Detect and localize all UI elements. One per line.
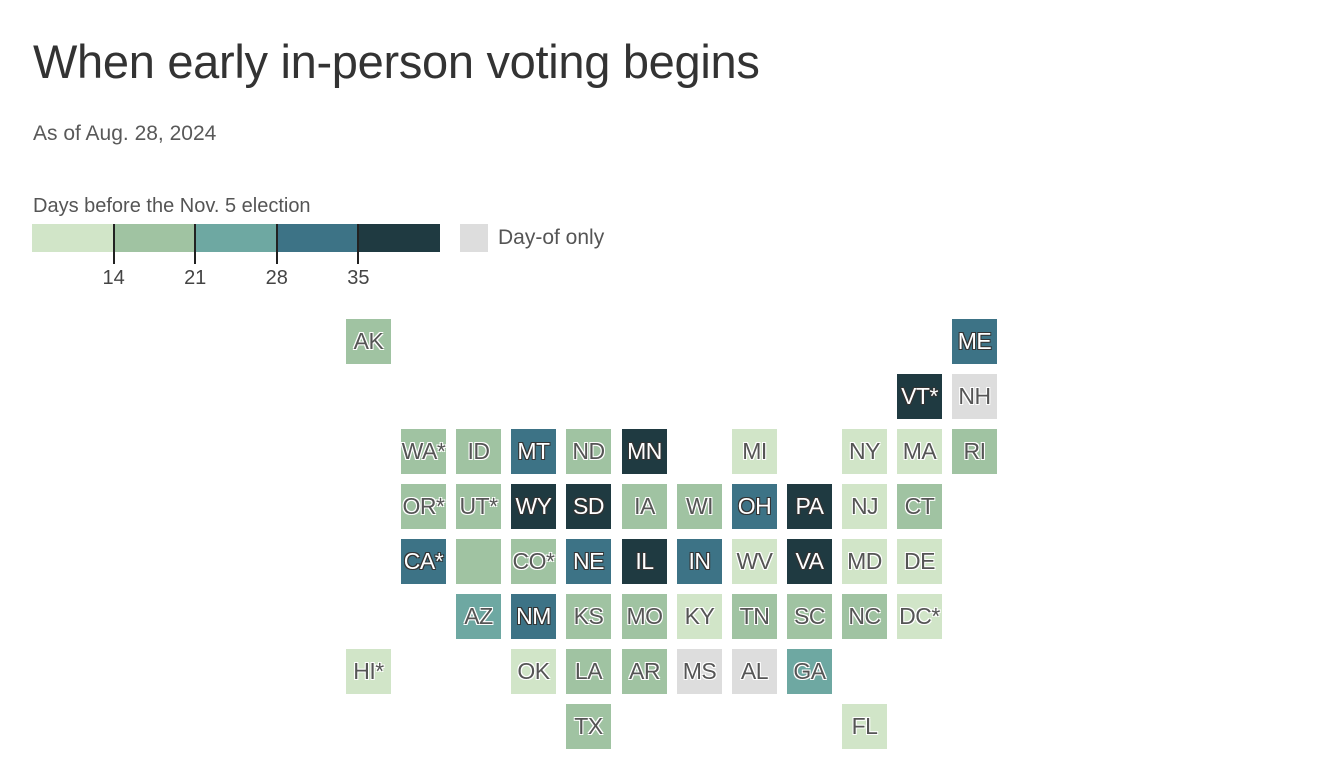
state-tile: UT* xyxy=(456,484,501,529)
scale-segment xyxy=(358,224,441,252)
state-tile: NH xyxy=(952,374,997,419)
state-tile: IA xyxy=(622,484,667,529)
state-tile: TX xyxy=(566,704,611,749)
state-tile: OR* xyxy=(401,484,446,529)
scale-tick-label: 21 xyxy=(184,267,207,289)
state-tile: NJ xyxy=(842,484,887,529)
scale-segment xyxy=(195,224,278,252)
state-tile: CT xyxy=(897,484,942,529)
state-tile: IL xyxy=(622,539,667,584)
state-tile: ME xyxy=(952,319,997,364)
chart-subtitle: As of Aug. 28, 2024 xyxy=(33,122,217,145)
state-tile: IN xyxy=(677,539,722,584)
day-of-label: Day-of only xyxy=(498,226,605,249)
scale-tick-line xyxy=(112,224,115,264)
state-tile: DE xyxy=(897,539,942,584)
state-tile xyxy=(456,539,501,584)
state-tile: ID xyxy=(456,429,501,474)
state-tile: OH xyxy=(732,484,777,529)
state-tile: OK xyxy=(511,649,556,694)
state-tile: MT xyxy=(511,429,556,474)
state-tile: NY xyxy=(842,429,887,474)
state-tile: DC* xyxy=(897,594,942,639)
scale-segment xyxy=(276,224,359,252)
state-tile: MA xyxy=(897,429,942,474)
state-tile: FL xyxy=(842,704,887,749)
scale-segment xyxy=(113,224,196,252)
scale-segment xyxy=(32,224,115,252)
state-tile: VT* xyxy=(897,374,942,419)
state-tile: CO* xyxy=(511,539,556,584)
state-tile: CA* xyxy=(401,539,446,584)
state-tile: VA xyxy=(787,539,832,584)
state-tile: KY xyxy=(677,594,722,639)
state-tile: SD xyxy=(566,484,611,529)
state-tile: LA xyxy=(566,649,611,694)
state-tile: MI xyxy=(732,429,777,474)
state-tile: HI* xyxy=(346,649,391,694)
scale-tick-line xyxy=(275,224,278,264)
state-tile: NE xyxy=(566,539,611,584)
state-tile: WA* xyxy=(401,429,446,474)
state-tile: WV xyxy=(732,539,777,584)
chart-title: When early in-person voting begins xyxy=(33,35,760,88)
state-tile: MD xyxy=(842,539,887,584)
state-tile: GA xyxy=(787,649,832,694)
state-tile: KS xyxy=(566,594,611,639)
color-scale xyxy=(32,224,441,252)
state-tile: AK xyxy=(346,319,391,364)
legend-title: Days before the Nov. 5 election xyxy=(33,195,311,217)
state-tile: MN xyxy=(622,429,667,474)
state-tile: RI xyxy=(952,429,997,474)
scale-tick-label: 35 xyxy=(347,267,370,289)
state-tile: WI xyxy=(677,484,722,529)
scale-tick-label: 28 xyxy=(265,267,288,289)
state-tile: MO xyxy=(622,594,667,639)
scale-tick-line xyxy=(357,224,360,264)
state-tile: NC xyxy=(842,594,887,639)
state-tile: AR xyxy=(622,649,667,694)
state-tile: NM xyxy=(511,594,556,639)
day-of-swatch xyxy=(460,224,488,252)
state-tile: WY xyxy=(511,484,556,529)
state-tile: TN xyxy=(732,594,777,639)
state-tile: MS xyxy=(677,649,722,694)
scale-tick-line xyxy=(194,224,197,264)
state-tile: SC xyxy=(787,594,832,639)
state-tile: AL xyxy=(732,649,777,694)
state-tile: AZ xyxy=(456,594,501,639)
scale-tick-label: 14 xyxy=(102,267,125,289)
state-tile: ND xyxy=(566,429,611,474)
state-tile: PA xyxy=(787,484,832,529)
